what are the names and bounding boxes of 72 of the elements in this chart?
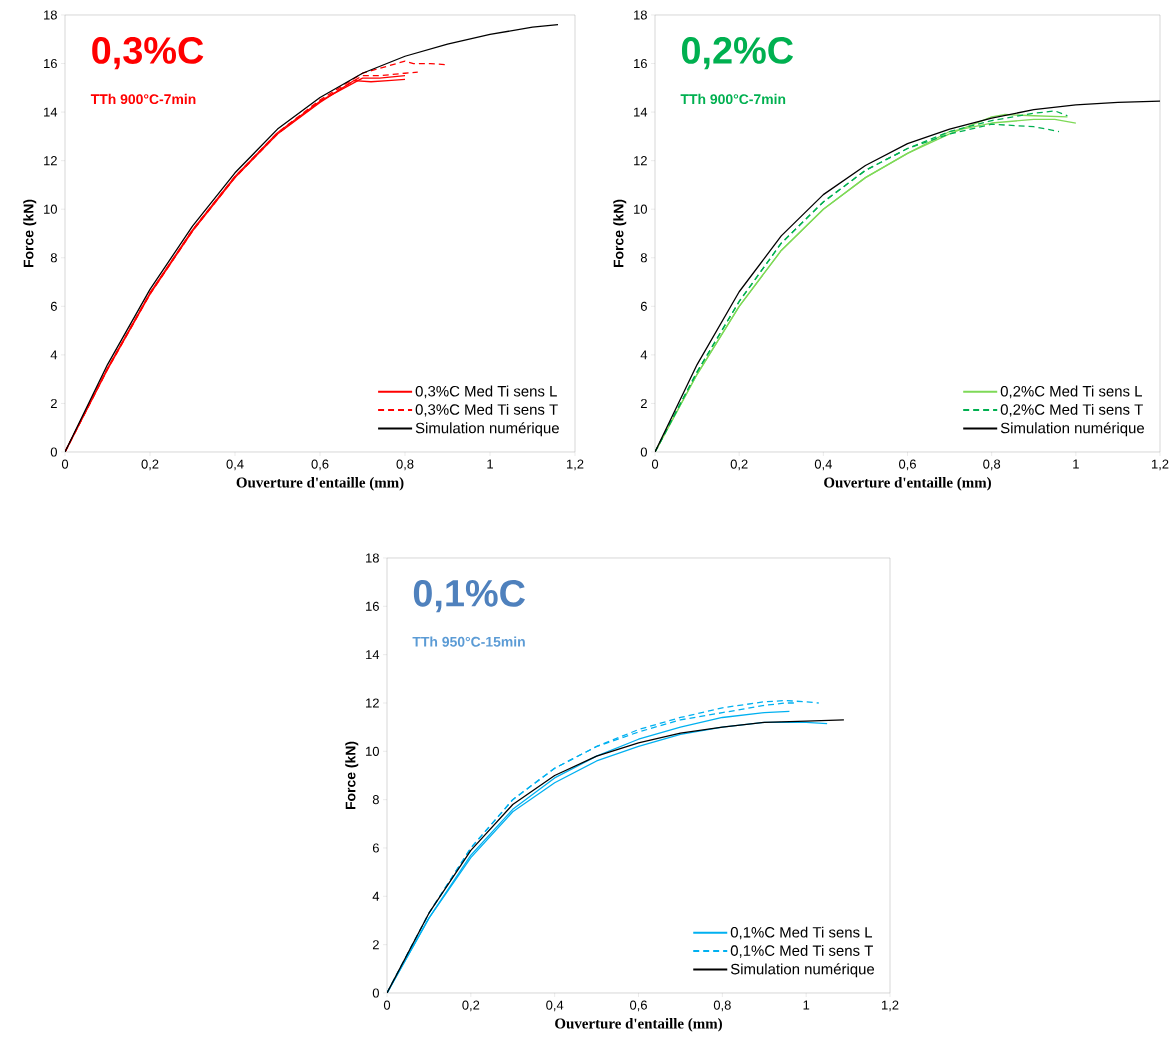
y-axis-title: Force (kN) [613, 199, 627, 268]
x-tick-label: 0 [61, 459, 69, 469]
y-tick-label: 18 [366, 553, 379, 563]
y-tick-label: 6 [372, 843, 379, 853]
x-tick-label: 0,8 [396, 459, 414, 471]
text: 0,3%C [92, 37, 204, 70]
y-tick-label: 8 [640, 253, 647, 263]
y-tick-label: 0 [372, 988, 379, 998]
legend-label: 0,2%C Med Ti sens L [1000, 385, 1142, 399]
x-tick-label: 1,2 [566, 459, 584, 471]
x-tick-label: 0,8 [983, 459, 1001, 471]
text: 0,2%C [681, 37, 794, 70]
x-tick-label: 0,6 [630, 1000, 647, 1012]
x-tick-label: 1 [803, 1000, 810, 1010]
x-tick-label: 1,2 [1152, 459, 1169, 471]
x-tick-label: 0,2 [730, 459, 748, 471]
legend-label: 0,3%C Med Ti sens L [415, 385, 557, 399]
y-tick-label: 14 [366, 650, 380, 660]
y-tick-label: 16 [634, 58, 647, 69]
y-tick-label: 18 [44, 10, 57, 20]
x-tick-label: 0,2 [141, 459, 159, 471]
x-tick-label: 0,4 [814, 459, 832, 471]
y-tick-label: 14 [634, 107, 648, 117]
y-tick-label: 6 [640, 301, 647, 311]
x-tick-label: 1,2 [882, 1000, 899, 1012]
y-tick-label: 8 [372, 795, 379, 805]
y-tick-label: 0 [640, 447, 647, 457]
y-tick-label: 2 [50, 398, 57, 408]
y-tick-label: 14 [44, 107, 58, 117]
y-tick-label: 2 [372, 940, 379, 950]
x-axis-title: Ouverture d'entaille (mm) [236, 477, 404, 491]
x-tick-label: 0 [383, 1000, 391, 1010]
text: 0,1%C [413, 579, 525, 613]
y-tick-label: 4 [640, 350, 648, 360]
legend-label: Simulation numérique [730, 963, 875, 978]
x-tick-label: 0,6 [311, 459, 329, 471]
legend-label: Simulation numérique [1000, 422, 1145, 437]
text: TTh 900°C-7min [90, 93, 196, 105]
legend-label: 0,3%C Med Ti sens T [415, 403, 558, 417]
x-axis-title: Ouverture d'entaille (mm) [824, 477, 991, 491]
y-tick-label: 12 [366, 698, 379, 708]
y-tick-label: 2 [640, 398, 647, 408]
y-axis-title: Force (kN) [23, 199, 37, 268]
x-tick-label: 0,2 [462, 1000, 480, 1012]
y-tick-label: 12 [634, 156, 647, 166]
x-axis-title: Ouverture d'entaille (mm) [555, 1018, 722, 1032]
y-tick-label: 0 [50, 447, 57, 457]
legend-label: 0,1%C Med Ti sens T [730, 944, 873, 958]
x-tick-label: 0,8 [713, 1000, 731, 1012]
x-tick-label: 0 [651, 459, 659, 469]
y-tick-label: 10 [44, 204, 57, 214]
y-tick-label: 6 [50, 301, 57, 311]
y-tick-label: 12 [44, 156, 57, 166]
y-tick-label: 4 [50, 350, 58, 360]
y-tick-label: 8 [50, 253, 57, 263]
legend-label: 0,2%C Med Ti sens T [1000, 403, 1143, 417]
x-tick-label: 0,4 [546, 1000, 564, 1012]
y-tick-label: 10 [366, 746, 379, 756]
legend-label: Simulation numérique [415, 422, 559, 437]
text: TTh 950°C-15min [412, 636, 525, 647]
y-tick-label: 16 [366, 601, 379, 611]
x-tick-label: 1 [487, 459, 493, 469]
y-tick-label: 10 [634, 204, 647, 214]
y-tick-label: 18 [634, 10, 647, 20]
x-tick-label: 0,4 [226, 459, 244, 471]
y-axis-title: Force (kN) [345, 741, 359, 810]
y-tick-label: 16 [44, 58, 57, 69]
text: TTh 900°C-7min [680, 93, 786, 105]
legend-label: 0,1%C Med Ti sens L [730, 926, 873, 940]
x-tick-label: 1 [1073, 459, 1079, 469]
x-tick-label: 0,6 [899, 459, 916, 471]
y-tick-label: 4 [372, 891, 380, 901]
